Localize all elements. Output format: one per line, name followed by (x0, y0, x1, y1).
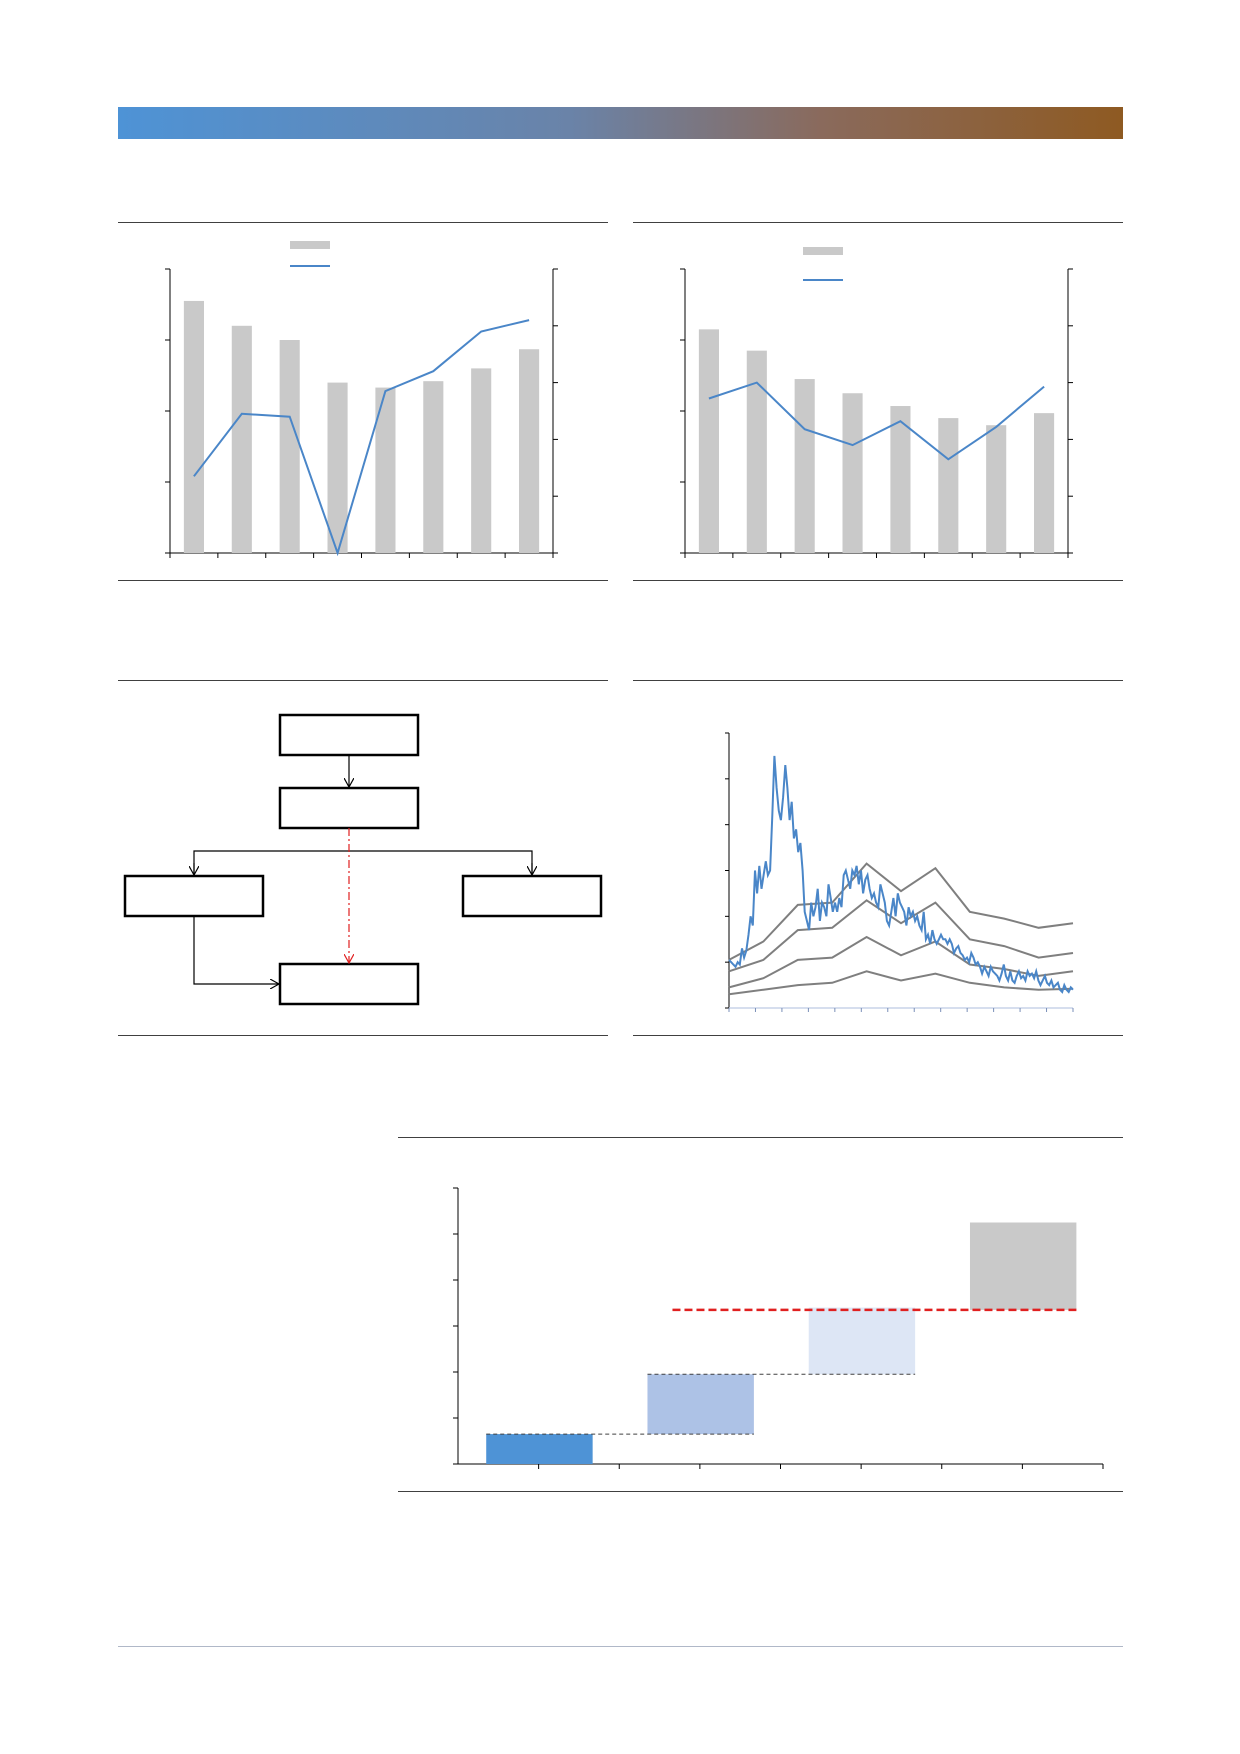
chart2-bottom-rule (633, 580, 1123, 581)
chart2-bar (1034, 413, 1055, 553)
chart1-bar (519, 349, 540, 553)
flow-box-right (461, 874, 603, 918)
chart-3-svg (725, 732, 1074, 1012)
chart1-bar (279, 340, 300, 553)
flow-diagram (118, 681, 608, 1034)
chart-1 (118, 223, 608, 579)
chart3-top-rule (633, 680, 1123, 681)
flow-box-top (278, 713, 420, 757)
diagram-top-rule (118, 680, 608, 681)
chart2-bar (746, 350, 767, 553)
chart3-band-line-1 (728, 862, 1074, 961)
flow-branch-line (193, 850, 533, 875)
chart2-bar (794, 379, 815, 553)
chart4-step-bar-2 (647, 1374, 754, 1435)
chart3-bottom-rule (633, 1035, 1123, 1036)
flow-diagram-svg (123, 713, 603, 1006)
chart4-step-bar-1 (486, 1434, 593, 1464)
flow-box-middle (278, 786, 420, 830)
chart2-line-series (708, 381, 1045, 461)
chart3-band-line-3 (728, 935, 1074, 989)
chart1-bottom-rule (118, 580, 608, 581)
chart1-bar (183, 300, 204, 553)
chart1-line-series (193, 319, 530, 557)
chart-2 (633, 223, 1123, 579)
chart2-bar (698, 329, 719, 553)
chart4-step-bar-3 (808, 1307, 916, 1375)
chart2-legend-bar-swatch (803, 247, 843, 255)
chart2-bar (890, 406, 911, 553)
chart3-band-line-2 (728, 899, 1074, 973)
chart2-bar (842, 393, 863, 553)
flow-box-left (123, 874, 265, 918)
chart4-top-rule (398, 1137, 1123, 1138)
footer-rule (118, 1646, 1123, 1647)
flow-arrow-left-to-bottom (193, 916, 279, 984)
chart-3 (633, 681, 1123, 1034)
chart1-bar (471, 368, 492, 553)
header-banner (118, 107, 1123, 139)
chart-4-svg (453, 1187, 1104, 1469)
chart1-bar (375, 387, 396, 553)
chart1-top-rule (118, 222, 608, 223)
chart1-bar (423, 381, 444, 553)
chart3-band-line-4 (728, 970, 1074, 996)
chart1-bar (231, 325, 252, 553)
chart-2-svg (680, 247, 1073, 558)
chart4-bottom-rule (398, 1491, 1123, 1492)
chart1-bar (327, 382, 348, 553)
chart-1-svg (165, 241, 558, 558)
diagram-bottom-rule (118, 1035, 608, 1036)
flow-box-bottom (278, 962, 420, 1006)
chart-4 (398, 1138, 1123, 1490)
chart3-main-line (728, 755, 1074, 994)
chart2-bar (938, 418, 959, 553)
chart2-top-rule (633, 222, 1123, 223)
chart4-step-bar-4 (969, 1222, 1077, 1310)
chart2-bar (986, 425, 1007, 553)
chart1-legend-bar-swatch (290, 241, 330, 249)
